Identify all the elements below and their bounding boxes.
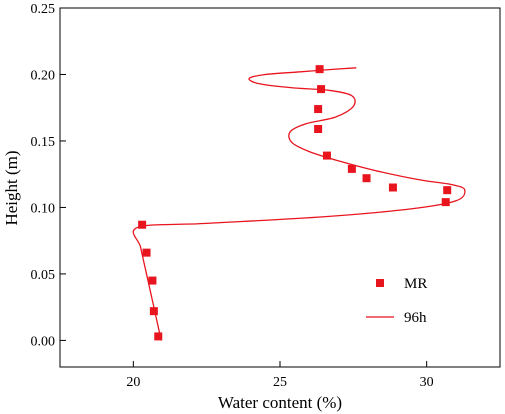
y-tick-label: 0.10	[31, 201, 56, 216]
y-tick-label: 0.00	[31, 334, 56, 349]
y-tick-label: 0.15	[31, 135, 56, 150]
y-tick-label: 0.05	[31, 268, 56, 283]
data-point-MR	[314, 124, 323, 133]
data-point-MR	[149, 307, 158, 316]
line-layer	[132, 67, 466, 341]
data-point-MR	[142, 248, 151, 257]
data-point-MR	[314, 105, 323, 114]
data-point-MR	[443, 186, 452, 195]
x-axis-title: Water content (%)	[218, 393, 342, 412]
y-tick-label: 0.25	[31, 2, 56, 17]
points-layer	[138, 65, 452, 341]
data-point-MR	[388, 183, 397, 192]
x-tick-label: 25	[273, 375, 287, 390]
data-point-MR	[317, 85, 326, 94]
data-point-MR	[347, 164, 356, 173]
y-tick-label: 0.20	[31, 68, 56, 83]
legend: MR 96h	[366, 276, 427, 326]
x-tick-label: 20	[126, 375, 140, 390]
plot-frame	[59, 7, 501, 368]
data-point-MR	[315, 65, 324, 74]
y-axis-title: Height (m)	[2, 150, 21, 225]
legend-label-MR: MR	[404, 276, 427, 292]
legend-label-96h: 96h	[404, 310, 427, 326]
data-point-MR	[148, 276, 157, 285]
data-point-MR	[362, 174, 371, 183]
data-point-MR	[322, 151, 331, 160]
data-point-MR	[138, 220, 147, 229]
series-line-96h	[132, 67, 466, 341]
data-point-MR	[154, 332, 163, 341]
x-tick-label: 30	[420, 375, 434, 390]
data-point-MR	[441, 198, 450, 207]
ticks-layer: 0.00 0.05 0.10 0.15 0.20 0.25 20 25 30	[31, 2, 434, 390]
legend-marker-MR	[376, 279, 384, 287]
